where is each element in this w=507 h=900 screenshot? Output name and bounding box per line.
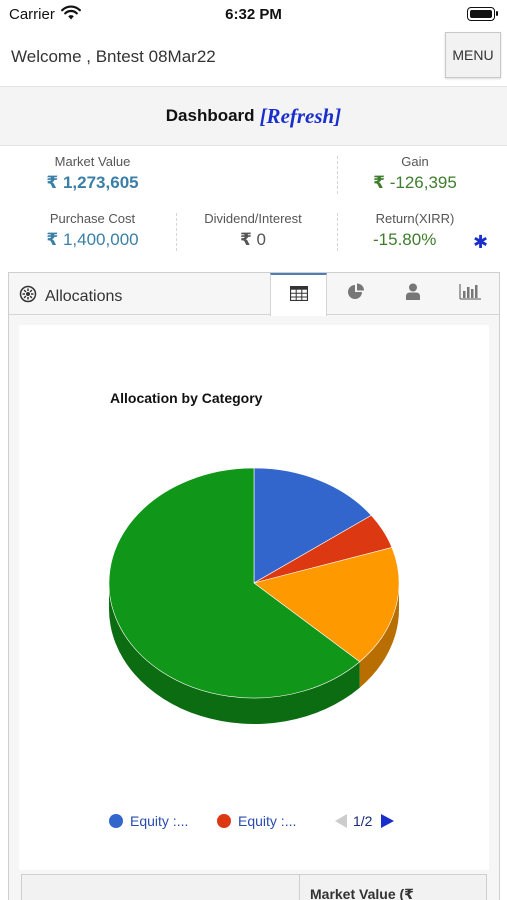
return-value: -15.80% bbox=[373, 230, 437, 249]
market-value: ₹ 1,273,605 bbox=[0, 173, 185, 193]
dashboard-header: Dashboard [Refresh] bbox=[0, 86, 507, 146]
chart-legend: Equity :... Equity :... 1/2 bbox=[19, 813, 489, 833]
rupee-icon: ₹ bbox=[46, 173, 59, 192]
dividend-amount: 0 bbox=[256, 230, 267, 249]
tab-table[interactable] bbox=[270, 273, 327, 316]
clock: 6:32 PM bbox=[225, 6, 282, 23]
refresh-link[interactable]: [Refresh] bbox=[259, 103, 342, 128]
divider bbox=[337, 213, 338, 251]
legend-item[interactable]: Equity :... bbox=[217, 813, 296, 829]
tab-person[interactable] bbox=[384, 273, 441, 315]
wifi-icon bbox=[61, 5, 81, 26]
return-cell: Return(XIRR) -15.80% bbox=[330, 211, 500, 250]
rupee-icon: ₹ bbox=[239, 230, 252, 249]
allocations-title: Allocations bbox=[19, 285, 122, 308]
legend-item[interactable]: Equity :... bbox=[109, 813, 188, 829]
purchase-cost-cell: Purchase Cost ₹ 1,400,000 bbox=[0, 211, 185, 250]
allocations-panel: Allocations bbox=[8, 272, 500, 900]
pie-slice-side bbox=[359, 583, 399, 688]
purchase-cost-value: ₹ 1,400,000 bbox=[0, 230, 185, 250]
legend-label: Equity :... bbox=[238, 813, 297, 829]
legend-label: Equity :... bbox=[130, 813, 189, 829]
allocations-tabs: Allocations bbox=[9, 273, 499, 316]
gain-label: Gain bbox=[401, 154, 429, 169]
tab-pie-chart[interactable] bbox=[327, 273, 384, 315]
welcome-text: Welcome , Bntest 08Mar22 bbox=[11, 47, 216, 66]
pie-slice[interactable] bbox=[108, 467, 361, 699]
portfolio-summary: Market Value ₹ 1,273,605 Gain ₹ -126,395… bbox=[0, 146, 507, 266]
dividend-cell: Dividend/Interest ₹ 0 bbox=[178, 211, 328, 250]
rupee-icon: ₹ bbox=[46, 230, 59, 249]
app-header: Welcome , Bntest 08Mar22 MENU bbox=[0, 30, 507, 86]
table-icon bbox=[289, 285, 308, 306]
legend-pager: 1/2 bbox=[335, 813, 395, 829]
market-value-column-header[interactable]: Market Value (₹ bbox=[310, 886, 414, 900]
column-divider bbox=[299, 875, 300, 900]
return-label: Return(XIRR) bbox=[375, 211, 455, 226]
allocation-chart-card: Allocation by Category Equity :... Equit… bbox=[19, 325, 489, 870]
pie-slice-side bbox=[109, 583, 360, 724]
chart-title: Allocation by Category bbox=[110, 390, 263, 406]
market-value-cell: Market Value ₹ 1,273,605 bbox=[0, 154, 185, 193]
legend-swatch bbox=[109, 814, 123, 828]
bar-chart-icon bbox=[458, 283, 481, 305]
market-value-amount: 1,273,605 bbox=[62, 173, 139, 192]
pie-slice[interactable] bbox=[253, 547, 400, 663]
pie-chart bbox=[108, 467, 400, 724]
divider bbox=[176, 213, 177, 251]
status-bar: Carrier 6:32 PM bbox=[0, 0, 507, 30]
purchase-cost-label: Purchase Cost bbox=[49, 211, 136, 226]
allocation-table-header: Market Value (₹ bbox=[21, 874, 487, 900]
purchase-cost-amount: 1,400,000 bbox=[62, 230, 139, 249]
page-title: Dashboard bbox=[165, 106, 255, 125]
allocations-label: Allocations bbox=[45, 287, 123, 305]
prev-page-icon[interactable] bbox=[335, 814, 347, 828]
person-icon bbox=[405, 283, 421, 305]
pie-slice[interactable] bbox=[253, 467, 372, 584]
legend-swatch bbox=[217, 814, 231, 828]
legend-page: 1/2 bbox=[353, 813, 373, 829]
gain-cell: Gain ₹ -126,395 bbox=[330, 154, 500, 193]
market-value-label: Market Value bbox=[54, 154, 131, 169]
pie-chart-icon bbox=[347, 283, 365, 306]
dividend-label: Dividend/Interest bbox=[204, 211, 302, 226]
settings-circle-icon bbox=[19, 285, 45, 308]
rupee-icon: ₹ bbox=[373, 173, 385, 192]
asterisk-icon[interactable]: ✱ bbox=[473, 232, 489, 252]
tab-bar-chart[interactable] bbox=[441, 273, 498, 315]
gain-amount: -126,395 bbox=[389, 173, 457, 192]
dividend-value: ₹ 0 bbox=[178, 230, 328, 250]
battery-icon bbox=[467, 7, 498, 21]
menu-button[interactable]: MENU bbox=[445, 32, 501, 78]
carrier-label: Carrier bbox=[9, 6, 55, 23]
divider bbox=[337, 156, 338, 194]
gain-value: ₹ -126,395 bbox=[330, 173, 500, 193]
next-page-icon[interactable] bbox=[381, 814, 395, 828]
